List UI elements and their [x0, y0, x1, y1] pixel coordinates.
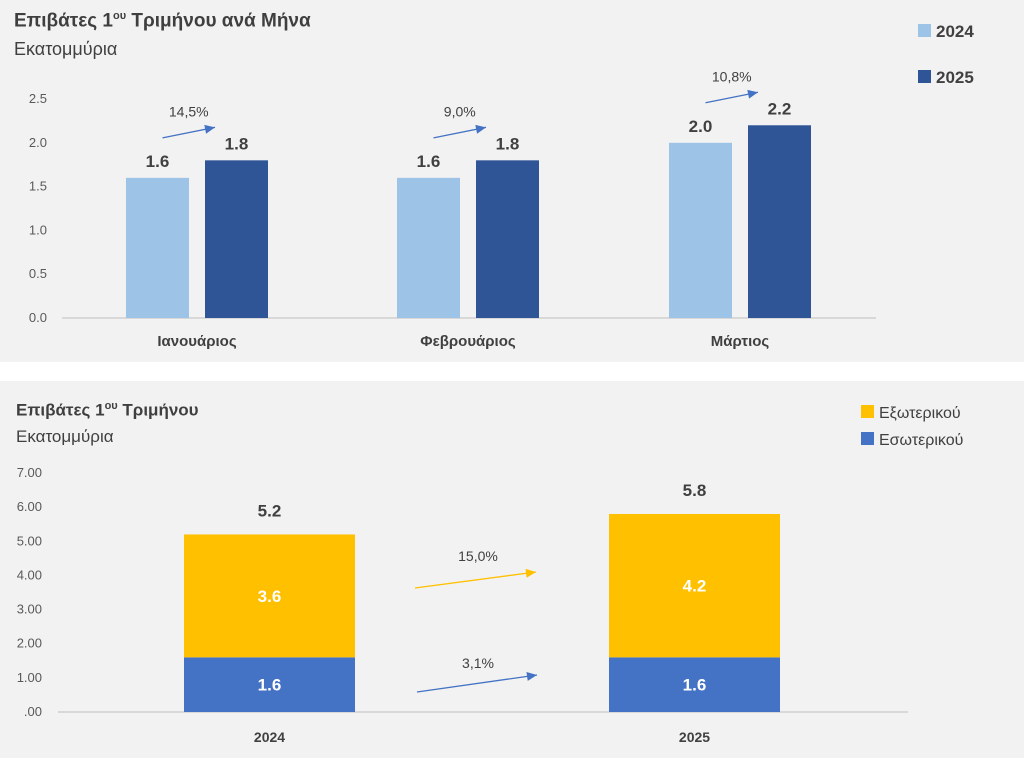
- monthly-chart-panel: Επιβάτες 1ου Τριμήνου ανά Μήνα Εκατομμύρ…: [0, 0, 1024, 362]
- bar-2024: [669, 142, 732, 318]
- growth-arrow-domestic-head: [526, 671, 537, 681]
- segment-value-label: 1.6: [683, 676, 707, 695]
- total-label: 5.8: [683, 481, 707, 500]
- bar-2025: [205, 160, 268, 318]
- legend-label: 2025: [936, 68, 974, 87]
- y-tick-label: 2.5: [29, 91, 47, 106]
- quarter-chart-svg: .00 1.00 2.00 3.00 4.00 5.00 6.00 7.00 1.6 3.6 5.2…: [17, 405, 963, 745]
- segment-value-label: 3.6: [258, 587, 282, 606]
- bar-value-label: 2.2: [768, 99, 792, 118]
- chart1-title: Επιβάτες 1ου Τριμήνου ανά Μήνα: [14, 10, 311, 32]
- bar-2025: [748, 125, 811, 318]
- bar-2024: [126, 177, 189, 318]
- y-tick-label: 1.5: [29, 179, 47, 194]
- legend-swatch: [861, 432, 874, 445]
- growth-label: 9,0%: [444, 103, 476, 119]
- chart2-subtitle: Εκατομμύρια: [16, 427, 114, 446]
- legend-swatch: [918, 24, 931, 37]
- chart1-subtitle: Εκατομμύρια: [14, 39, 118, 59]
- growth-arrow-foreign-line: [414, 571, 537, 589]
- bar-value-label: 1.6: [417, 152, 441, 171]
- growth-arrow-foreign-head: [525, 568, 536, 578]
- segment-value-label: 1.6: [258, 676, 282, 695]
- y-tick-label: 1.00: [17, 670, 42, 685]
- growth-arrow-head: [747, 89, 758, 99]
- bar-value-label: 1.6: [146, 152, 170, 171]
- y-tick-label: 2.00: [17, 636, 42, 651]
- bar-segment-domestic: [184, 657, 355, 712]
- growth-label: 14,5%: [169, 103, 209, 119]
- y-tick-label: 3.00: [17, 602, 42, 617]
- y-tick-label: 7.00: [17, 465, 42, 480]
- y-tick-label: 4.00: [17, 567, 42, 582]
- bar-segment-foreign: [609, 513, 780, 658]
- growth-arrow-head: [204, 124, 215, 134]
- legend-swatch: [861, 405, 874, 418]
- growth-arrow-domestic-line: [416, 674, 538, 693]
- growth-label: 10,8%: [712, 68, 752, 84]
- total-label: 5.2: [258, 501, 282, 520]
- chart2-title: Επιβάτες 1ου Τριμήνου: [16, 400, 199, 420]
- legend-label: Εξωτερικού: [879, 405, 961, 422]
- legend-label: Εσωτερικού: [879, 432, 963, 449]
- growth-label: 15,0%: [458, 548, 498, 564]
- legend-swatch: [918, 70, 931, 83]
- monthly-chart-svg: 0.0 0.5 1.0 1.5 2.0 2.5 1.6 1.8 14,5% Ιανουάριος 1…: [29, 22, 974, 350]
- category-label: 2025: [679, 729, 710, 745]
- y-tick-label: 1.0: [29, 222, 47, 237]
- category-label: Ιανουάριος: [157, 333, 236, 350]
- growth-label: 3,1%: [462, 655, 494, 671]
- legend-label: 2024: [936, 22, 974, 41]
- category-label: Μάρτιος: [711, 333, 770, 350]
- y-tick-label: 0.5: [29, 266, 47, 281]
- bar-value-label: 1.8: [496, 134, 520, 153]
- category-label: 2024: [254, 729, 285, 745]
- quarter-chart-panel: Επιβάτες 1ου Τριμήνου Εκατομμύρια .00 1.0…: [0, 381, 1024, 758]
- category-label: Φεβρουάριος: [420, 333, 516, 350]
- bar-value-label: 2.0: [689, 117, 713, 136]
- bar-segment-foreign: [184, 534, 355, 658]
- segment-value-label: 4.2: [683, 577, 707, 596]
- y-tick-label: .00: [24, 704, 42, 719]
- bar-value-label: 1.8: [225, 134, 249, 153]
- bar-2025: [476, 160, 539, 318]
- bar-2024: [397, 177, 460, 318]
- growth-arrow-head: [475, 124, 486, 134]
- bar-segment-domestic: [609, 657, 780, 712]
- y-tick-label: 0.0: [29, 310, 47, 325]
- y-tick-label: 6.00: [17, 499, 42, 514]
- y-tick-label: 5.00: [17, 533, 42, 548]
- y-tick-label: 2.0: [29, 135, 47, 150]
